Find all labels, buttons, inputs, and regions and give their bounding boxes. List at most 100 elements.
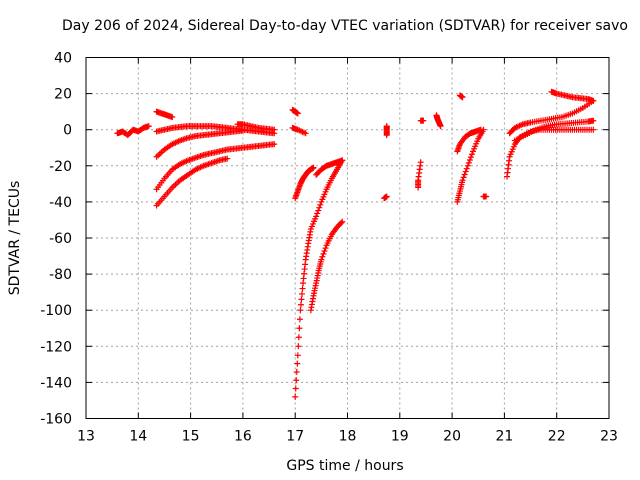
data-point (313, 213, 320, 220)
data-point (317, 201, 324, 208)
series-arc-z (511, 117, 597, 144)
data-point (459, 177, 466, 184)
data-point (292, 385, 299, 392)
y-tick-label: -160 (40, 412, 72, 428)
data-point (339, 157, 346, 164)
data-point (420, 117, 427, 124)
data-point (590, 117, 597, 124)
data-point (271, 126, 278, 133)
data-point (239, 127, 246, 134)
data-point (224, 155, 231, 162)
data-point (383, 193, 390, 200)
data-point (322, 245, 329, 252)
series-arc-f (153, 108, 176, 121)
data-point (338, 219, 345, 226)
series-arc-a (114, 123, 152, 139)
data-point (296, 325, 303, 332)
data-point (295, 343, 302, 350)
series-arc-d (153, 141, 278, 193)
series-arc-t (454, 126, 487, 205)
series-arc-e (153, 155, 231, 209)
x-axis-label: GPS time / hours (286, 458, 403, 474)
data-point (318, 256, 325, 263)
x-tick-label: 19 (391, 429, 409, 445)
data-point (310, 164, 317, 171)
y-tick-label: -20 (49, 159, 72, 175)
x-tick-label: 17 (286, 429, 304, 445)
grid-lines (86, 57, 609, 419)
y-tick-label: -60 (49, 231, 72, 247)
data-point (590, 126, 597, 133)
data-point (417, 159, 424, 166)
data-point (302, 130, 309, 137)
series-arc-h (289, 106, 301, 117)
series-arc-q (417, 117, 427, 124)
data-point (271, 141, 278, 148)
data-point (298, 296, 305, 303)
x-tick-label: 13 (77, 429, 95, 445)
y-tick-label: -120 (40, 339, 72, 355)
data-point (293, 377, 300, 384)
series-arc-i (289, 124, 309, 137)
y-tick-label: -80 (49, 267, 72, 283)
data-point (319, 253, 326, 260)
series-arc-o (381, 193, 390, 202)
data-point (463, 165, 470, 172)
x-tick-label: 20 (443, 429, 461, 445)
data-point (467, 154, 474, 161)
data-point (465, 159, 472, 166)
data-point (293, 368, 300, 375)
series-arc-x (506, 97, 597, 137)
data-point (297, 301, 304, 308)
data-point (460, 174, 467, 181)
data-point (297, 307, 304, 314)
axis-ticks: 13 14 15 16 17 18 19 20 21 22 23 40 20 0 -20 -40 -60 -80 -… (40, 51, 618, 445)
data-point (462, 168, 469, 175)
x-tick-label: 23 (600, 429, 618, 445)
data-point (468, 151, 475, 158)
data-point (321, 247, 328, 254)
series-arc-m (313, 157, 346, 178)
data-point (466, 157, 473, 164)
series-arc-y (548, 88, 597, 104)
series-arc-w (504, 126, 597, 180)
data-point (314, 210, 321, 217)
y-tick-label: -140 (40, 375, 72, 391)
data-point (145, 123, 152, 130)
plot-frame (85, 57, 610, 419)
series-arc-p (415, 159, 424, 191)
data-point (320, 250, 327, 257)
data-point (483, 193, 490, 200)
data-point (477, 126, 484, 133)
y-tick-label: 20 (54, 87, 72, 103)
series-arc-v (480, 193, 490, 200)
y-axis-label: SDTVAR / TECUs (7, 181, 23, 296)
series-arc-g (234, 121, 278, 133)
series-arc-n (383, 123, 390, 139)
x-tick-label: 14 (129, 429, 147, 445)
series-arc-j (292, 164, 317, 202)
data-point (316, 204, 323, 211)
x-tick-label: 15 (182, 429, 200, 445)
data-point (437, 123, 444, 130)
data-point (298, 290, 305, 297)
data-point (294, 360, 301, 367)
data-point (296, 316, 303, 323)
data-point (383, 132, 390, 139)
x-tick-label: 16 (234, 429, 252, 445)
x-tick-label: 21 (495, 429, 513, 445)
data-points (114, 88, 597, 400)
data-point (464, 162, 471, 169)
series-arc-l (307, 218, 346, 314)
series-arc-s (456, 92, 466, 101)
data-point (292, 393, 299, 400)
data-point (315, 207, 322, 214)
data-point (590, 97, 597, 104)
y-tick-label: -100 (40, 303, 72, 319)
y-tick-label: -40 (49, 195, 72, 211)
data-point (294, 110, 301, 117)
series-arc-u (454, 126, 484, 155)
data-point (299, 285, 306, 292)
data-point (339, 218, 346, 225)
